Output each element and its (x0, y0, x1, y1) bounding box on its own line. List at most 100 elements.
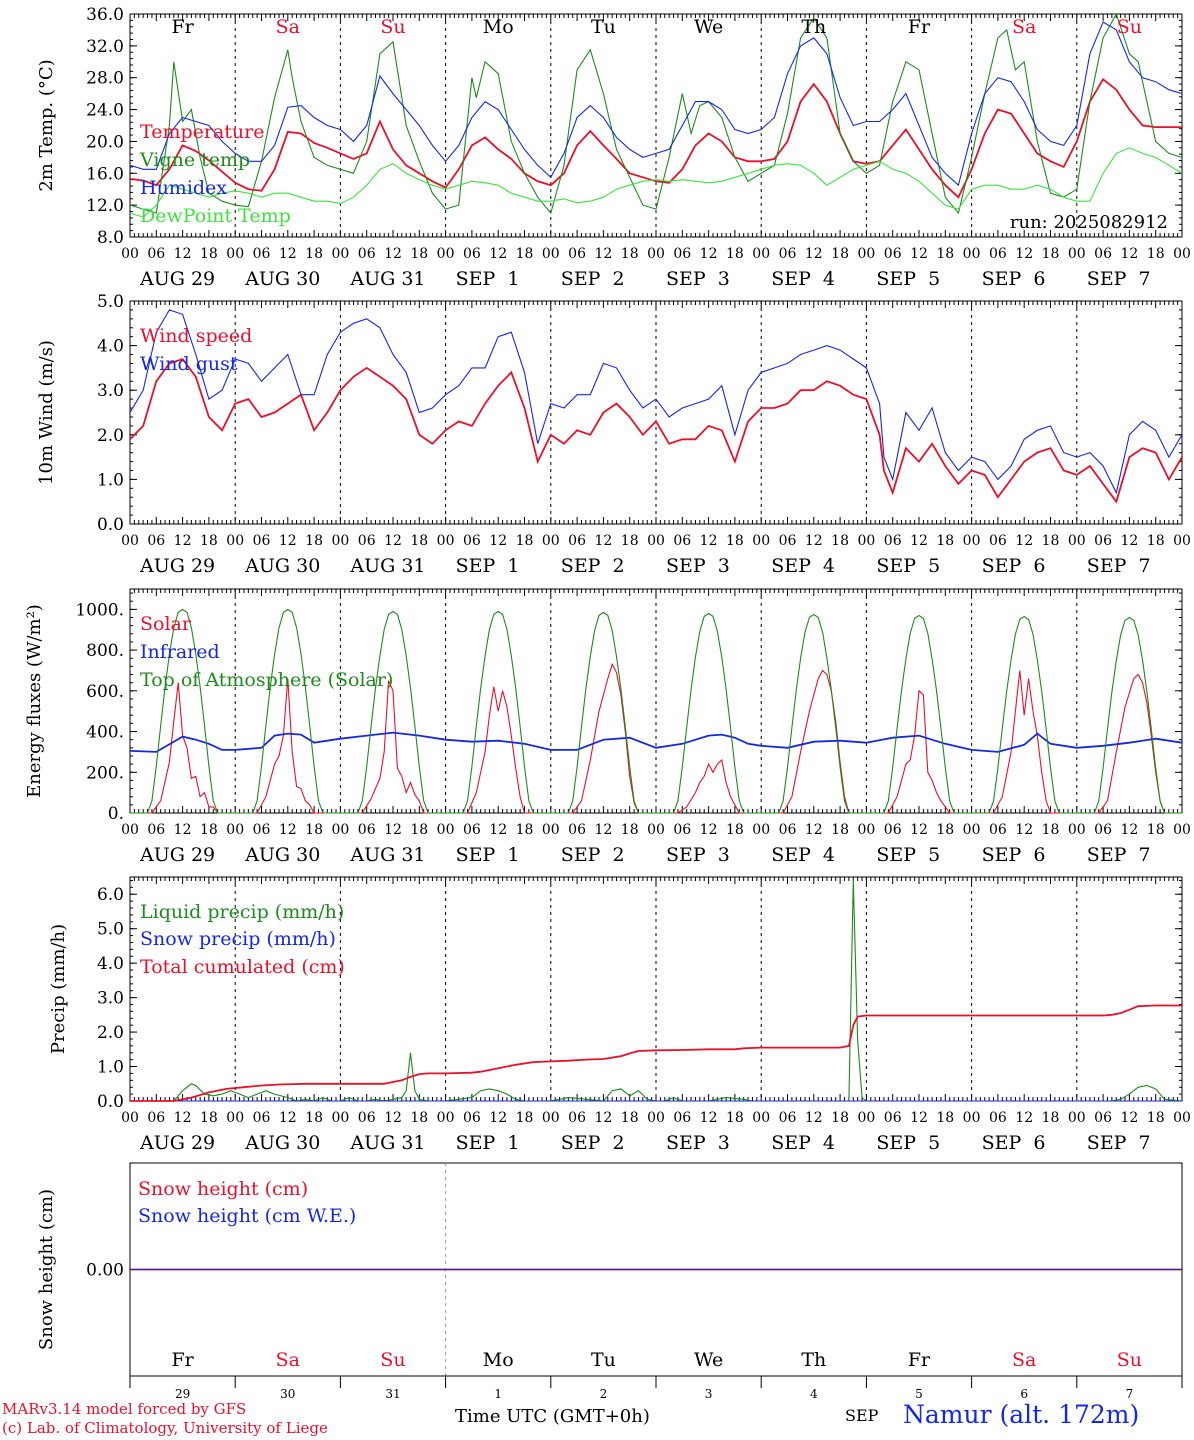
hour-label: 18 (516, 533, 534, 549)
y-tick-label: 4.0 (97, 954, 124, 974)
hour-label: 06 (884, 822, 902, 838)
hour-label: 06 (1094, 1110, 1112, 1126)
legend-entry: Snow height (cm W.E.) (138, 1205, 356, 1227)
date-label: SEP 1 (456, 844, 520, 866)
hour-label: 06 (884, 533, 902, 549)
y-tick-label: 1.0 (97, 1058, 124, 1078)
hour-label: 12 (700, 822, 718, 838)
y-tick-label: 8.0 (97, 228, 124, 248)
bottom-month-label: SEP (845, 1406, 879, 1425)
snow-weekday-label: Mo (483, 1349, 514, 1371)
hour-label: 18 (200, 246, 218, 262)
hour-label: 18 (1042, 822, 1060, 838)
hour-label: 12 (700, 533, 718, 549)
hour-label: 00 (857, 1110, 875, 1126)
hour-label: 00 (331, 822, 349, 838)
y-tick-label: 5.0 (97, 920, 124, 940)
date-label: SEP 6 (982, 1132, 1046, 1154)
series-line-total-cumulated-cm- (130, 1004, 1182, 1102)
y-axis-label: 10m Wind (m/s) (36, 340, 57, 485)
y-tick-label: 400. (86, 723, 124, 743)
hour-label: 18 (1147, 533, 1165, 549)
legend-entry: Temperature (140, 121, 264, 143)
y-axis-label: Energy fluxes (W/m²) (24, 604, 45, 798)
date-label: SEP 5 (876, 555, 940, 577)
hour-label: 18 (1042, 533, 1060, 549)
hour-label: 18 (305, 533, 323, 549)
date-label: AUG 30 (244, 1132, 320, 1154)
hour-label: 06 (989, 1110, 1007, 1126)
hour-label: 12 (279, 822, 297, 838)
hour-label: 12 (594, 246, 612, 262)
legend-entry: Infrared (140, 641, 220, 663)
legend-entry: Top of Atmosphere (Solar) (140, 669, 393, 691)
y-tick-label: 3.0 (97, 989, 124, 1009)
hour-label: 06 (147, 1110, 165, 1126)
hour-label: 12 (910, 1110, 928, 1126)
hour-label: 18 (726, 246, 744, 262)
date-label: SEP 7 (1087, 555, 1151, 577)
date-label: SEP 2 (561, 555, 625, 577)
hour-label: 06 (779, 533, 797, 549)
hour-label: 00 (1173, 822, 1191, 838)
y-tick-label: 200. (86, 763, 124, 783)
hour-label: 12 (1015, 246, 1033, 262)
hour-label: 00 (857, 533, 875, 549)
y-tick-label: 36.0 (86, 5, 124, 25)
bottom-day-number: 6 (1020, 1387, 1028, 1401)
date-label: AUG 31 (349, 555, 425, 577)
hour-label: 00 (963, 533, 981, 549)
hour-label: 12 (1120, 533, 1138, 549)
date-label: SEP 5 (876, 268, 940, 290)
hour-label: 00 (226, 822, 244, 838)
hour-label: 18 (1147, 1110, 1165, 1126)
legend-entry: Solar (140, 613, 192, 635)
hour-label: 18 (516, 1110, 534, 1126)
date-label: AUG 29 (139, 1132, 215, 1154)
series-line-wind-speed (130, 357, 1182, 504)
hour-label: 18 (410, 822, 428, 838)
hour-label: 00 (542, 533, 560, 549)
date-label: SEP 1 (456, 268, 520, 290)
hour-label: 00 (121, 1110, 139, 1126)
hour-label: 18 (726, 533, 744, 549)
weekday-label: Su (380, 16, 405, 38)
y-axis-label: 2m Temp. (°C) (36, 59, 57, 191)
hour-label: 00 (437, 246, 455, 262)
date-label: SEP 7 (1087, 1132, 1151, 1154)
date-label: SEP 4 (771, 555, 835, 577)
hour-label: 06 (673, 246, 691, 262)
hour-label: 18 (410, 533, 428, 549)
hour-label: 12 (805, 246, 823, 262)
legend-entry: Total cumulated (cm) (140, 956, 345, 978)
hour-label: 12 (489, 1110, 507, 1126)
hour-label: 18 (936, 1110, 954, 1126)
hour-label: 18 (1147, 246, 1165, 262)
hour-label: 06 (147, 822, 165, 838)
hour-label: 12 (384, 246, 402, 262)
date-label: AUG 31 (349, 1132, 425, 1154)
hour-label: 06 (147, 246, 165, 262)
bottom-day-number: 1 (494, 1387, 502, 1401)
y-tick-label: 1000. (75, 600, 124, 620)
hour-label: 12 (594, 822, 612, 838)
series-line-humidex (130, 21, 1182, 187)
weekday-label: Su (1117, 16, 1142, 38)
legend-entry: Vigne temp (139, 149, 250, 171)
hour-label: 00 (752, 533, 770, 549)
y-tick-label: 32.0 (86, 37, 124, 57)
snow-weekday-label: Fr (171, 1349, 194, 1371)
hour-label: 18 (831, 533, 849, 549)
hour-label: 06 (568, 1110, 586, 1126)
hour-label: 12 (279, 1110, 297, 1126)
hour-label: 18 (516, 246, 534, 262)
hour-label: 00 (647, 533, 665, 549)
hour-label: 18 (621, 533, 639, 549)
hour-label: 18 (936, 533, 954, 549)
bottom-day-number: 3 (705, 1387, 713, 1401)
date-label: SEP 3 (666, 268, 730, 290)
hour-label: 06 (463, 246, 481, 262)
y-tick-label: 28.0 (86, 69, 124, 89)
hour-label: 06 (358, 822, 376, 838)
